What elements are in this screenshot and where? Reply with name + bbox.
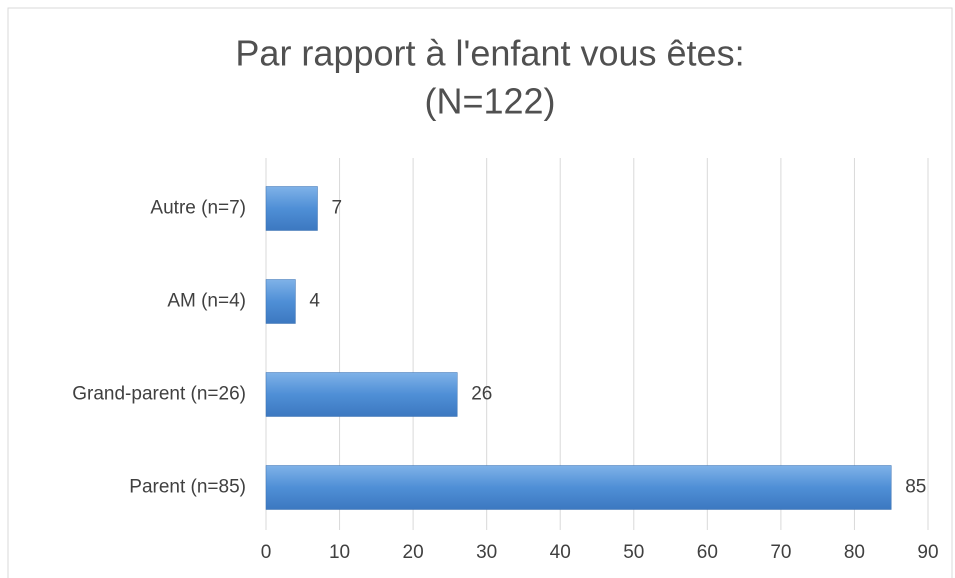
x-tick-label: 40 [550, 542, 571, 563]
x-tick-label: 70 [770, 542, 791, 563]
bar [265, 372, 458, 417]
data-label: 7 [331, 198, 342, 219]
x-tick-label: 80 [844, 542, 865, 563]
x-tick-label: 50 [623, 542, 644, 563]
y-tick-label: Autre (n=7) [150, 198, 246, 219]
data-label: 85 [905, 477, 926, 498]
chart-title: (N=122) [424, 81, 555, 122]
data-label: 26 [471, 384, 492, 405]
bar [265, 279, 296, 324]
y-tick-label: Grand-parent (n=26) [72, 384, 246, 405]
x-tick-label: 90 [917, 542, 938, 563]
x-tick-label: 0 [261, 542, 272, 563]
bar [265, 186, 318, 231]
x-tick-label: 60 [697, 542, 718, 563]
x-tick-label: 20 [403, 542, 424, 563]
y-tick-label: AM (n=4) [167, 291, 246, 312]
bar [265, 465, 892, 510]
chart-title: Par rapport à l'enfant vous êtes: [235, 33, 744, 74]
x-tick-label: 30 [476, 542, 497, 563]
y-tick-label: Parent (n=85) [129, 477, 246, 498]
x-tick-label: 10 [329, 542, 350, 563]
data-label: 4 [309, 291, 320, 312]
